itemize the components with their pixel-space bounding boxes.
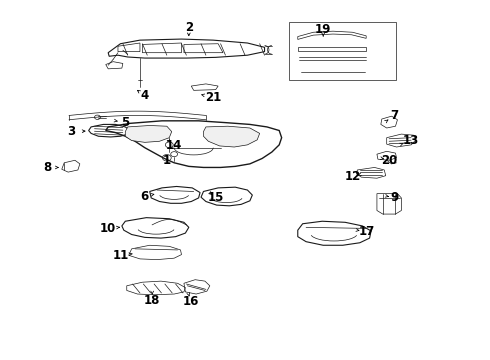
Text: 8: 8	[43, 161, 51, 174]
Text: 20: 20	[381, 154, 397, 167]
Text: 2: 2	[185, 21, 193, 34]
Text: 7: 7	[390, 109, 398, 122]
Text: 6: 6	[141, 190, 149, 203]
Text: 18: 18	[144, 294, 160, 307]
Bar	[289, 22, 396, 80]
Text: 3: 3	[68, 125, 75, 138]
Text: 19: 19	[315, 23, 331, 36]
Polygon shape	[203, 126, 260, 147]
Text: 21: 21	[205, 91, 221, 104]
Text: 5: 5	[121, 116, 129, 129]
Text: 11: 11	[112, 249, 128, 262]
Text: 9: 9	[390, 192, 398, 204]
Text: 13: 13	[403, 134, 419, 147]
Text: 12: 12	[344, 170, 361, 183]
Polygon shape	[125, 126, 172, 142]
Text: 14: 14	[166, 139, 182, 152]
Text: 10: 10	[100, 222, 116, 235]
Text: 4: 4	[141, 89, 149, 102]
Text: 1: 1	[163, 154, 171, 167]
Text: 15: 15	[207, 192, 224, 204]
Text: 17: 17	[359, 225, 375, 238]
Text: 16: 16	[183, 296, 199, 309]
